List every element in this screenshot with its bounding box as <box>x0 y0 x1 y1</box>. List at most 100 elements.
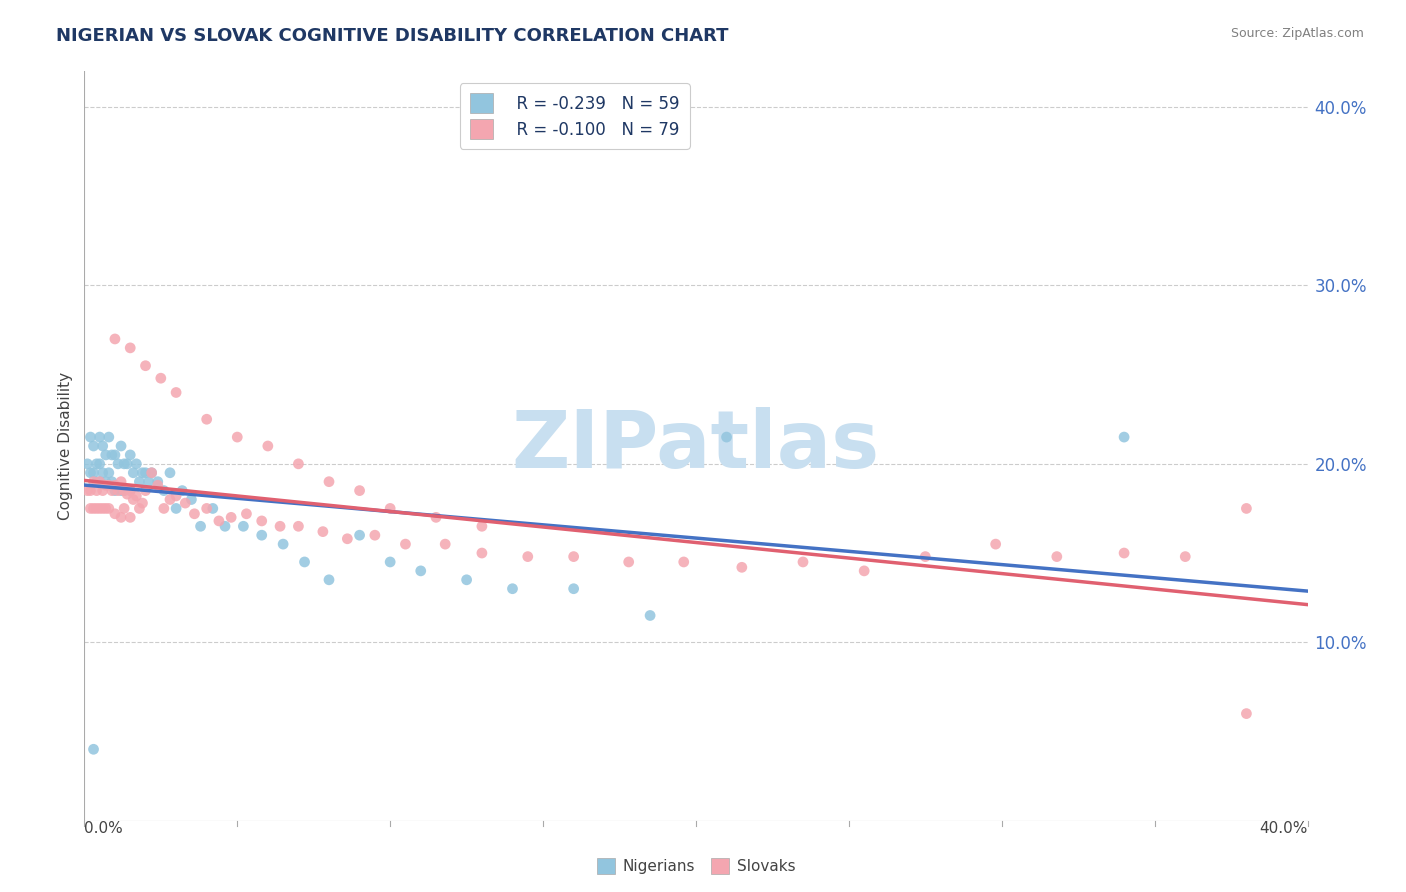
Point <box>141 466 163 480</box>
Point <box>174 496 197 510</box>
Point <box>79 501 101 516</box>
Point <box>91 466 114 480</box>
Point <box>120 341 142 355</box>
Point <box>364 528 387 542</box>
Point <box>110 475 132 489</box>
Point <box>122 492 145 507</box>
Point <box>125 457 148 471</box>
Point <box>219 510 242 524</box>
Point <box>112 501 135 516</box>
Point <box>83 475 105 489</box>
Point <box>131 466 153 480</box>
Point <box>112 483 135 498</box>
Point <box>120 483 142 498</box>
Point <box>562 582 585 596</box>
Point <box>91 439 114 453</box>
Point <box>294 555 316 569</box>
Point <box>159 466 181 480</box>
Point <box>83 742 105 756</box>
Point <box>128 475 150 489</box>
Point <box>716 430 738 444</box>
Point <box>104 507 127 521</box>
Point <box>83 439 105 453</box>
Point <box>101 483 124 498</box>
Point <box>101 448 124 462</box>
Point <box>141 466 163 480</box>
Point <box>731 560 754 574</box>
Point <box>89 430 111 444</box>
Point <box>349 528 371 542</box>
Point <box>89 501 111 516</box>
Point <box>456 573 478 587</box>
Point <box>1114 546 1136 560</box>
Point <box>110 439 132 453</box>
Point <box>97 466 120 480</box>
Point <box>380 501 402 516</box>
Point <box>146 475 169 489</box>
Point <box>138 475 160 489</box>
Point <box>318 573 340 587</box>
Point <box>434 537 457 551</box>
Point <box>120 483 142 498</box>
Point <box>153 501 176 516</box>
Point <box>165 501 187 516</box>
Point <box>180 492 202 507</box>
Point <box>125 489 148 503</box>
Point <box>94 501 117 516</box>
Point <box>153 483 176 498</box>
Point <box>471 546 494 560</box>
Point <box>89 475 111 489</box>
Point <box>336 532 359 546</box>
Point <box>1046 549 1069 564</box>
Point <box>312 524 335 539</box>
Point <box>104 478 127 492</box>
Text: ZIPatlas: ZIPatlas <box>512 407 880 485</box>
Point <box>89 457 111 471</box>
Point <box>287 457 309 471</box>
Point <box>159 492 181 507</box>
Point <box>502 582 524 596</box>
Point <box>79 483 101 498</box>
Point <box>91 501 114 516</box>
Point <box>149 371 172 385</box>
Point <box>232 519 254 533</box>
Point <box>131 496 153 510</box>
Point <box>97 501 120 516</box>
Point <box>214 519 236 533</box>
Point <box>76 457 98 471</box>
Point <box>104 332 127 346</box>
Point <box>250 514 273 528</box>
Point <box>257 439 280 453</box>
Point <box>112 483 135 498</box>
Point <box>516 549 538 564</box>
Point <box>135 466 157 480</box>
Point <box>792 555 814 569</box>
Point <box>104 483 127 498</box>
Point <box>195 501 218 516</box>
Point <box>172 483 194 498</box>
Point <box>135 483 157 498</box>
Point <box>409 564 432 578</box>
Point <box>853 564 876 578</box>
Point <box>914 549 936 564</box>
Point <box>183 507 205 521</box>
Point <box>349 483 371 498</box>
Text: Source: ZipAtlas.com: Source: ZipAtlas.com <box>1230 27 1364 40</box>
Point <box>638 608 661 623</box>
Point <box>110 510 132 524</box>
Point <box>318 475 340 489</box>
Point <box>91 483 114 498</box>
Point <box>617 555 640 569</box>
Point <box>97 430 120 444</box>
Point <box>287 519 309 533</box>
Point <box>83 466 105 480</box>
Point <box>146 478 169 492</box>
Point <box>135 359 157 373</box>
Point <box>1236 706 1258 721</box>
Point <box>226 430 249 444</box>
Point <box>120 448 142 462</box>
Legend: Nigerians, Slovaks: Nigerians, Slovaks <box>591 852 801 880</box>
Point <box>269 519 291 533</box>
Point <box>380 555 402 569</box>
Point <box>76 483 98 498</box>
